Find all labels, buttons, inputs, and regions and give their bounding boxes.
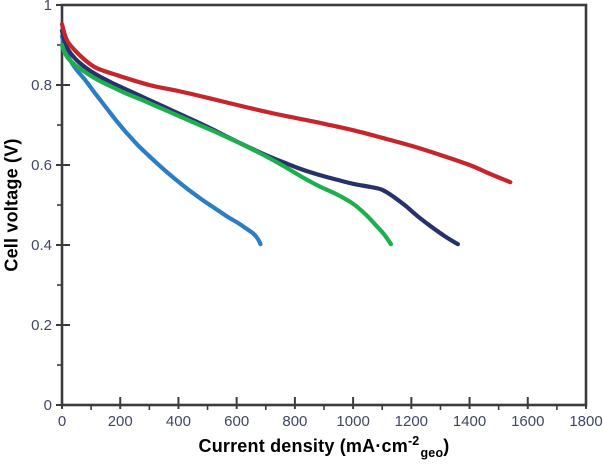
- x-tick-label: 200: [108, 413, 133, 430]
- green-curve: [59, 42, 394, 247]
- x-tick-label: 600: [224, 413, 249, 430]
- navy-curve: [59, 28, 460, 247]
- lightblue-curve: [59, 34, 263, 247]
- y-axis-title: Cell voltage (V): [1, 138, 22, 272]
- x-tick-label: 0: [58, 413, 66, 430]
- y-tick-label: 0.8: [31, 77, 52, 94]
- x-tick-label: 1000: [336, 413, 369, 430]
- x-axis-title-superscript: -2: [407, 434, 420, 448]
- y-tick-label: 0.6: [31, 157, 52, 174]
- x-tick-label: 1600: [511, 413, 544, 430]
- x-axis-title-text: Current density (mA·cm: [198, 436, 408, 456]
- y-tick-label: 0.2: [31, 317, 52, 334]
- y-tick-label: 1: [44, 0, 52, 14]
- x-tick-label: 400: [166, 413, 191, 430]
- x-axis-title: Current density (mA·cm-2geo): [199, 434, 450, 460]
- x-tick-label: 800: [282, 413, 307, 430]
- y-tick-label: 0.4: [31, 237, 52, 254]
- x-axis-title-subscript: geo: [420, 446, 444, 460]
- x-axis-title-close: ): [443, 436, 450, 456]
- x-tick-label: 1400: [453, 413, 486, 430]
- y-tick-label: 0: [44, 397, 52, 414]
- x-tick-label: 1800: [569, 413, 602, 430]
- red-curve: [59, 22, 513, 185]
- plot-frame: [60, 3, 588, 407]
- x-tick-label: 1200: [395, 413, 428, 430]
